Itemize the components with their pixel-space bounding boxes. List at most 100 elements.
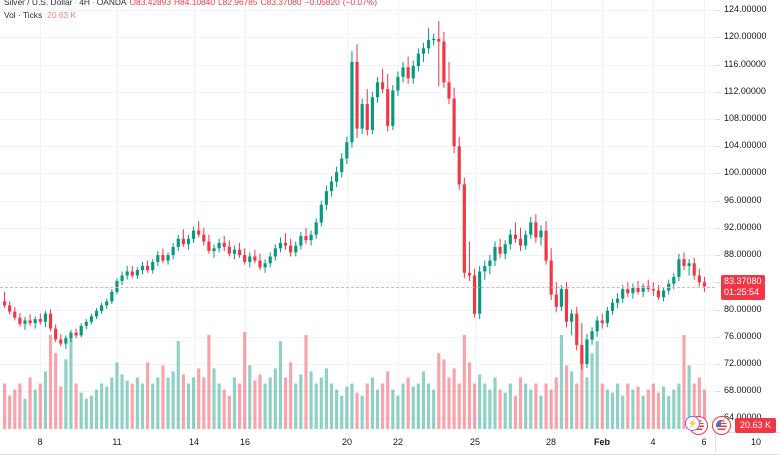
volume-bar: [421, 371, 426, 429]
volume-bar: [626, 383, 630, 429]
lightning-bolt-icon[interactable]: ⚡: [684, 416, 708, 435]
candle-body: [105, 301, 109, 306]
candle-body: [64, 338, 68, 344]
volume-bar: [69, 338, 73, 429]
volume-bar: [263, 383, 267, 429]
volume-bar: [687, 365, 691, 429]
volume-bar: [74, 383, 78, 429]
candle-body: [79, 325, 83, 336]
candle-body: [503, 244, 507, 254]
volume-bar: [110, 377, 114, 429]
volume-bar: [447, 377, 451, 429]
volume-bar: [503, 392, 507, 430]
candle-body: [125, 271, 129, 276]
candle-body: [324, 191, 328, 205]
volume-bar: [467, 362, 472, 429]
time-tick-label: 25: [469, 437, 481, 447]
volume-bar: [457, 383, 461, 429]
time-tick-label: 28: [545, 437, 557, 447]
price-tick-label: 68.00000: [724, 385, 762, 395]
candle-body: [534, 222, 538, 238]
time-tick-label: 16: [239, 437, 251, 447]
price-tick-dash: [715, 10, 720, 11]
volume-bar: [33, 389, 37, 429]
candle-body: [23, 320, 27, 324]
candle-body: [426, 40, 431, 49]
volume-bar: [600, 383, 604, 429]
volume-bar: [146, 362, 150, 429]
chart-bottom-controls: ⚡ 20.63 K: [684, 416, 776, 435]
grid-line-horizontal: [0, 146, 715, 147]
candle-body: [237, 249, 242, 256]
volume-bar: [59, 386, 63, 429]
candle-body: [110, 291, 114, 302]
volume-bar: [151, 383, 155, 429]
current-price-badge[interactable]: 83.37080 01:25:54: [721, 275, 765, 300]
price-tick-label: 116.00000: [724, 59, 766, 69]
time-tick-label: 4: [650, 437, 656, 447]
price-tick-label: 108.00000: [724, 113, 767, 123]
candle-body: [13, 311, 17, 318]
volume-bar: [355, 392, 359, 430]
volume-bar: [406, 377, 410, 429]
volume-bar: [498, 389, 502, 429]
time-tick-label: 11: [112, 437, 122, 447]
candle-body: [161, 255, 165, 261]
candle-body: [309, 234, 313, 241]
volume-bar: [299, 374, 303, 429]
candle-body: [370, 97, 374, 130]
volume-bar: [79, 392, 83, 430]
candle-wick: [571, 309, 573, 336]
candle-body: [232, 249, 237, 254]
candle-wick: [438, 21, 440, 87]
grid-line-vertical: [40, 0, 41, 432]
candle-body: [8, 305, 12, 312]
candle-wick: [382, 68, 384, 94]
price-tick-label: 76.00000: [724, 331, 762, 341]
volume-bar: [488, 389, 492, 429]
volume-bar: [248, 365, 252, 429]
volume-bar: [166, 377, 170, 429]
time-scale[interactable]: 811141620222528Feb461012: [0, 432, 761, 454]
price-tick-dash: [715, 337, 720, 338]
volume-bar: [585, 377, 589, 429]
price-tick-dash: [715, 65, 720, 66]
candle-body: [641, 286, 645, 292]
volume-bar: [329, 383, 334, 429]
candle-body: [273, 248, 277, 257]
candle-body: [559, 289, 563, 307]
candle-wick: [213, 244, 215, 258]
volume-bar: [580, 362, 584, 429]
candle-body: [401, 67, 405, 77]
time-tick-label: 10: [750, 437, 762, 447]
candle-body: [447, 82, 451, 99]
us-flag-badge-icon[interactable]: [711, 416, 731, 435]
chart-plot-area[interactable]: [0, 0, 715, 432]
volume-bar: [667, 395, 671, 429]
volume-bar: [94, 389, 99, 429]
volume-bar: [273, 368, 277, 430]
price-tick-label: 112.00000: [724, 86, 766, 96]
candle-wick: [468, 241, 470, 281]
candle-body: [212, 248, 216, 252]
candle-body: [258, 260, 262, 268]
candle-body: [682, 259, 686, 266]
candle-body: [304, 236, 308, 241]
price-scale[interactable]: 124.00000 120.00000 116.00000 112.00000 108.…: [715, 0, 780, 432]
volume-bar: [391, 389, 395, 429]
price-tick-dash: [715, 310, 720, 311]
grid-line-vertical: [475, 0, 476, 432]
volume-bar: [651, 383, 655, 429]
volume-bar: [18, 383, 22, 429]
volume-bar: [564, 365, 569, 429]
volume-bar: [227, 395, 231, 429]
volume-bar: [64, 359, 68, 429]
volume-bar: [309, 371, 313, 429]
candle-body: [488, 260, 492, 266]
volume-bar: [314, 383, 318, 429]
time-scale-bottom-border: [0, 454, 780, 455]
candle-body: [18, 317, 22, 324]
volume-bar: [549, 389, 553, 429]
volume-bar: [340, 395, 344, 429]
